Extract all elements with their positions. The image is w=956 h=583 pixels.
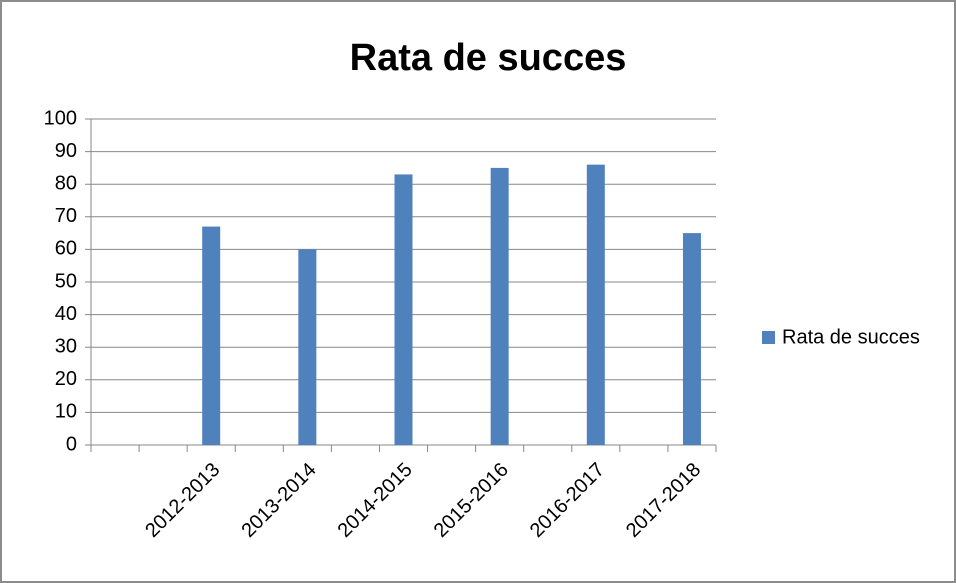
y-tick-label: 0 [66,433,77,455]
chart-title: Rata de succes [350,37,627,79]
bar [490,167,509,445]
bar [586,164,605,445]
bar [682,233,701,445]
y-tick-label: 80 [55,172,77,194]
legend-label: Rata de succes [782,326,920,348]
y-tick-label: 100 [44,107,77,129]
y-tick-label: 40 [55,303,77,325]
y-tick-label: 60 [55,238,77,260]
y-tick-label: 50 [55,270,77,292]
bar [298,249,317,445]
bar [202,226,221,445]
y-tick-label: 10 [55,401,77,423]
bar [394,174,413,446]
y-tick-label: 90 [55,140,77,162]
y-tick-label: 70 [55,205,77,227]
y-tick-label: 20 [55,368,77,390]
legend-swatch [762,331,775,344]
y-tick-label: 30 [55,335,77,357]
